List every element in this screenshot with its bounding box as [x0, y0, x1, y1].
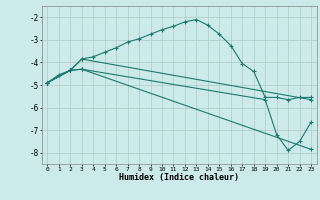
X-axis label: Humidex (Indice chaleur): Humidex (Indice chaleur)	[119, 173, 239, 182]
